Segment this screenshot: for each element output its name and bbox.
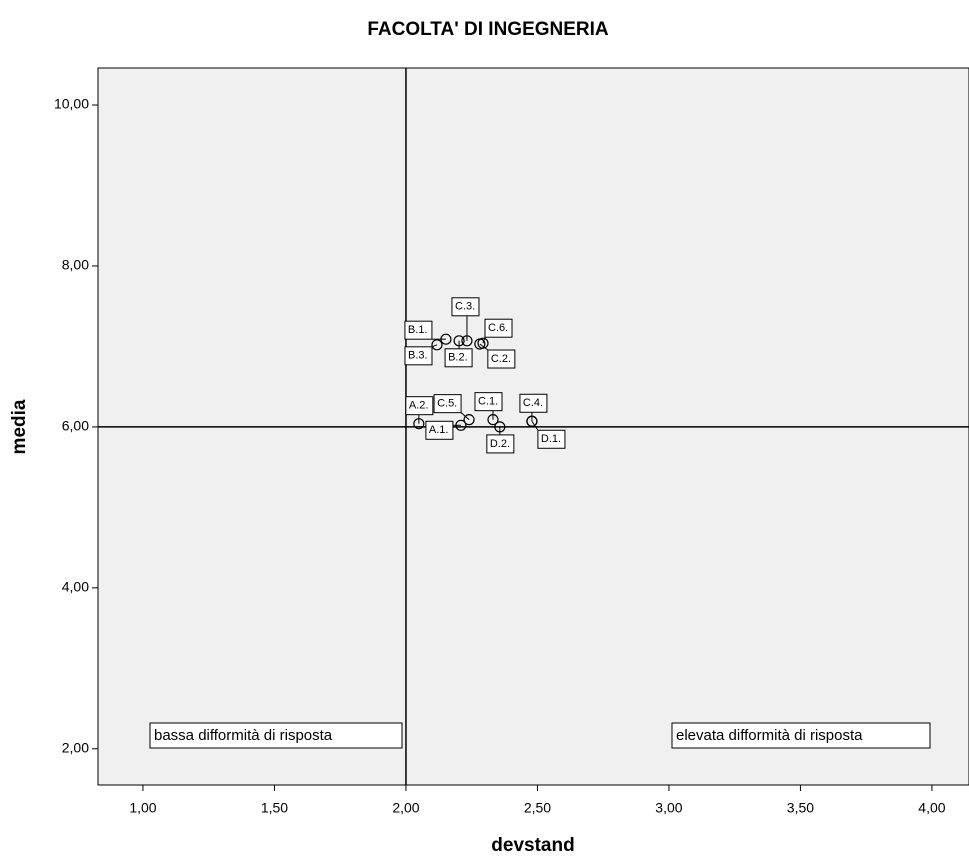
x-tick-label: 1,50 xyxy=(261,800,288,816)
annotation: bassa difformità di risposta xyxy=(154,727,333,744)
point xyxy=(413,418,425,430)
point-label: C.6. xyxy=(488,322,508,334)
x-tick-label: 2,50 xyxy=(524,800,551,816)
point xyxy=(487,414,499,426)
point-label-box xyxy=(451,297,480,317)
point xyxy=(463,414,475,426)
point-label: C.3. xyxy=(455,301,475,313)
point xyxy=(455,419,467,431)
point-label: C.5. xyxy=(437,398,457,410)
y-tick-label: 10,00 xyxy=(54,96,89,112)
x-tick-label: 3,00 xyxy=(655,800,682,816)
y-tick-label: 4,00 xyxy=(62,579,89,595)
point-label-box xyxy=(519,393,548,413)
x-tick-label: 2,00 xyxy=(392,800,419,816)
point-label: D.2. xyxy=(490,438,510,450)
point xyxy=(440,333,452,345)
point-label: C.4. xyxy=(523,397,543,409)
x-axis-label: devstand xyxy=(491,835,574,856)
x-tick-label: 3,50 xyxy=(787,800,814,816)
y-tick-label: 2,00 xyxy=(62,739,89,755)
y-tick-label: 8,00 xyxy=(62,257,89,273)
y-tick-label: 6,00 xyxy=(62,418,89,434)
point-label: D.1. xyxy=(541,433,561,445)
annotation: elevata difformità di risposta xyxy=(676,727,863,744)
annotation-box xyxy=(671,722,931,749)
x-tick-label: 4,00 xyxy=(918,800,945,816)
point-label-box xyxy=(486,434,515,454)
point-label-box xyxy=(487,349,516,369)
annotation-box xyxy=(149,722,403,749)
chart-title: FACOLTA' DI INGEGNERIA xyxy=(367,19,609,40)
point xyxy=(453,335,465,347)
point-label-box xyxy=(404,346,433,366)
point-label-box xyxy=(433,394,462,414)
point xyxy=(461,335,473,347)
point xyxy=(526,415,538,427)
y-axis-label: media xyxy=(9,399,30,454)
x-tick-label: 1,00 xyxy=(129,800,156,816)
point-label-box xyxy=(444,348,473,368)
point xyxy=(477,337,489,349)
point-label: A.1. xyxy=(429,424,449,436)
point-label-box xyxy=(484,318,513,338)
point-label-box xyxy=(425,420,454,440)
point-label-box xyxy=(404,320,433,340)
point-label: B.1. xyxy=(408,324,428,336)
point-label: B.3. xyxy=(408,350,428,362)
point-label: C.1. xyxy=(478,396,498,408)
point xyxy=(494,421,506,433)
point-label: A.2. xyxy=(409,400,429,412)
point xyxy=(431,339,443,351)
point-label-box xyxy=(474,392,503,412)
point-label-box xyxy=(537,429,566,449)
point-label: B.2. xyxy=(448,352,468,364)
point-label: C.2. xyxy=(491,353,511,365)
point-label-box xyxy=(405,396,434,416)
